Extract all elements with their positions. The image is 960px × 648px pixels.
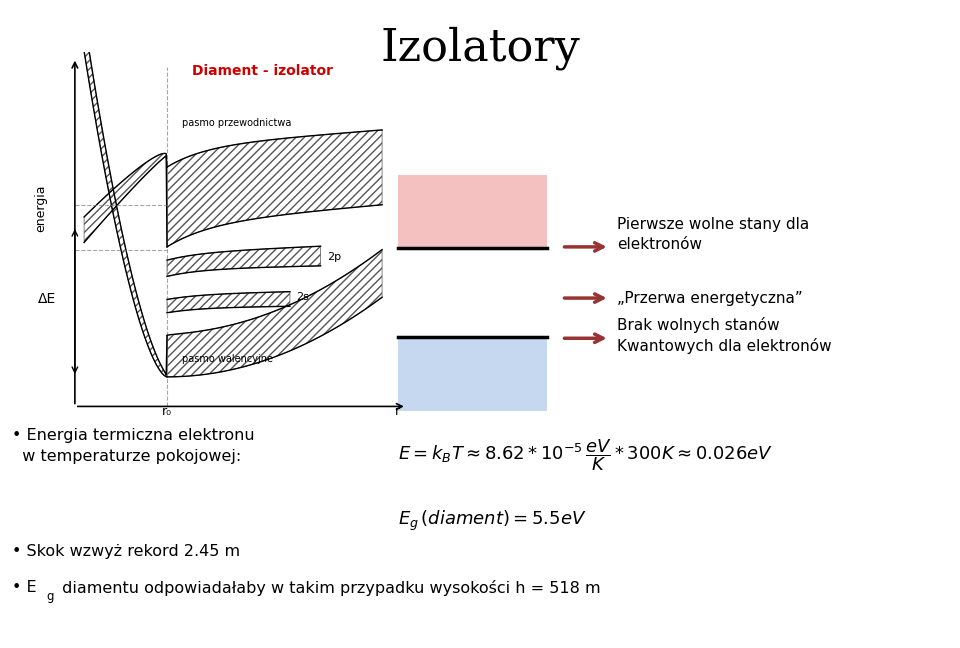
- Text: g: g: [46, 590, 54, 603]
- Text: Izolatory: Izolatory: [380, 26, 580, 69]
- Text: pasmo walencyjne: pasmo walencyjne: [182, 354, 274, 364]
- Text: r₀: r₀: [162, 405, 172, 419]
- Text: Brak wolnych stanów
Kwantowych dla elektronów: Brak wolnych stanów Kwantowych dla elekt…: [617, 317, 832, 354]
- Text: pasmo przewodnictwa: pasmo przewodnictwa: [182, 118, 292, 128]
- Text: „Przerwa energetyczna”: „Przerwa energetyczna”: [617, 290, 803, 306]
- Text: $E_g\,(diament) = 5.5eV$: $E_g\,(diament) = 5.5eV$: [398, 509, 587, 533]
- Text: 2p: 2p: [326, 252, 341, 262]
- Text: • Energia termiczna elektronu
  w temperaturze pokojowej:: • Energia termiczna elektronu w temperat…: [12, 428, 254, 464]
- Text: diamentu odpowiadałaby w takim przypadku wysokości h = 518 m: diamentu odpowiadałaby w takim przypadku…: [57, 580, 600, 596]
- Text: energia: energia: [35, 185, 48, 232]
- Text: $E = k_B T \approx 8.62*10^{-5}\,\dfrac{eV}{K}*300K \approx 0.026eV$: $E = k_B T \approx 8.62*10^{-5}\,\dfrac{…: [398, 437, 774, 473]
- Text: • Skok wzwyż rekord 2.45 m: • Skok wzwyż rekord 2.45 m: [12, 544, 240, 559]
- Bar: [398, 337, 547, 411]
- Text: ΔE: ΔE: [38, 292, 57, 306]
- Text: r: r: [395, 405, 400, 419]
- Text: Pierwsze wolne stany dla
elektronów: Pierwsze wolne stany dla elektronów: [617, 217, 809, 252]
- Text: Diament - izolator: Diament - izolator: [192, 65, 332, 78]
- Text: 2s: 2s: [296, 292, 309, 302]
- Bar: [398, 175, 547, 249]
- Text: • E: • E: [12, 580, 36, 595]
